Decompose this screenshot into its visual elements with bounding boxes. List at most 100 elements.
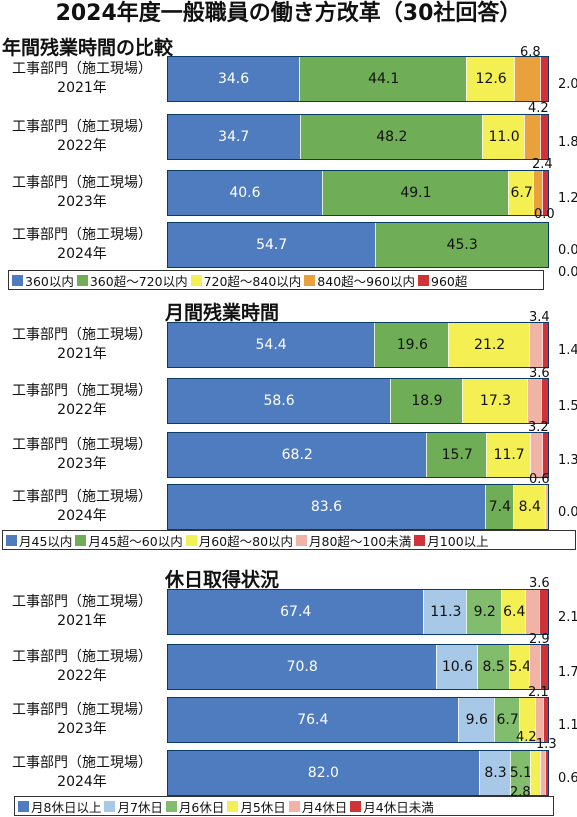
bar-value-label: 8.5 [482, 659, 505, 675]
legend-swatch [296, 534, 308, 546]
bar-segment: 11.3 [423, 590, 468, 634]
legend-swatch [104, 800, 116, 812]
bar-value-label: 1.7 [558, 665, 577, 680]
row-label-line: 工事部門（施工現場） [12, 175, 152, 191]
row-label: 工事部門（施工現場） 2021年 [0, 326, 164, 364]
bar-segment [519, 698, 537, 742]
legend-item: 月80超～100未満 [296, 531, 411, 550]
bar-segment [527, 379, 542, 423]
bar-value-label: 4.2 [516, 730, 537, 745]
legend-label: 360以内 [25, 273, 74, 289]
legend-label: 月7休日 [117, 799, 163, 815]
stacked-bar: 54.4 19.6 21.2 [167, 322, 549, 368]
bar-value-label: 5.4 [508, 659, 532, 675]
row-label-line: 工事部門（施工現場） [12, 489, 152, 505]
legend-item: 720超～840以内 [190, 271, 301, 290]
bar-segment: 15.7 [426, 433, 487, 477]
bar-segment [543, 698, 548, 742]
stacked-bar: 76.4 9.6 6.7 [167, 697, 549, 743]
row-label: 工事部門（施工現場） 2024年 [0, 226, 164, 264]
row-label-year: 2021年 [57, 613, 107, 629]
chart-legend: 360以内 360超～720以内 720超～840以内 840超～960以内 960超 [8, 270, 544, 290]
legend-swatch [185, 534, 197, 546]
bar-value-label: 0.0 [558, 265, 577, 280]
bar-value-label: 0.0 [534, 207, 555, 222]
row-label-line: 工事部門（施工現場） [12, 119, 152, 135]
bar-segment [542, 433, 548, 477]
bar-segment: 70.8 [168, 645, 437, 689]
row-label-line: 工事部門（施工現場） [12, 61, 152, 77]
bar-segment [533, 171, 544, 215]
bar-value-label: 83.6 [310, 499, 342, 515]
bar-value-label: 58.6 [263, 393, 295, 409]
row-label-year: 2024年 [57, 246, 107, 262]
row-label-line: 工事部門（施工現場） [12, 594, 152, 610]
bar-value-label: 6.4 [503, 604, 526, 620]
bar-segment: 17.3 [461, 379, 529, 423]
bar-segment: 5.4 [508, 645, 532, 689]
bar-segment [514, 57, 541, 101]
bar-segment: 67.4 [168, 590, 424, 634]
legend-label: 月4休日 [301, 799, 348, 815]
bar-value-label: 34.6 [217, 71, 250, 87]
bar-value-label: 19.6 [396, 337, 428, 353]
bar-segment: 45.3 [375, 223, 548, 267]
row-label-year: 2021年 [57, 346, 107, 362]
bar-value-label: 3.2 [528, 420, 549, 435]
bar-segment: 68.2 [168, 433, 427, 477]
bar-value-label: 1.1 [558, 718, 577, 733]
stacked-bar: 70.8 10.6 8.5 5.4 [167, 644, 549, 690]
bar-segment [540, 379, 548, 423]
bar-segment [523, 115, 541, 159]
bar-segment [544, 485, 548, 529]
chart-title: 休日取得状況 [165, 569, 280, 591]
bar-value-label: 68.2 [281, 447, 313, 463]
legend-item: 月60超～80以内 [185, 531, 293, 550]
legend-swatch [165, 800, 177, 812]
legend-item: 月100以上 [414, 531, 489, 550]
bar-segment: 9.2 [466, 590, 503, 634]
bar-value-label: 3.6 [529, 366, 550, 381]
bar-value-label: 54.4 [255, 337, 287, 353]
bar-segment: 18.9 [390, 379, 463, 423]
legend-swatch [227, 800, 239, 812]
bar-value-label: 7.4 [488, 499, 511, 515]
bar-segment: 83.6 [168, 485, 485, 529]
bar-value-label: 6.8 [520, 45, 541, 60]
legend-swatch [414, 534, 426, 546]
bar-value-label: 0.6 [529, 472, 550, 487]
legend-label: 960超 [431, 273, 468, 289]
bar-value-label: 9.2 [473, 604, 496, 620]
bar-value-label: 1.8 [558, 135, 577, 150]
bar-value-label: 17.3 [479, 393, 512, 409]
bar-segment [530, 433, 544, 477]
legend-item: 月4休日未満 [350, 797, 434, 816]
bar-value-label: 1.5 [558, 399, 577, 414]
bar-segment [542, 171, 548, 215]
bar-segment: 7.4 [484, 485, 514, 529]
legend-swatch [190, 274, 202, 286]
bar-value-label: 6.7 [496, 712, 519, 728]
bar-segment [535, 698, 545, 742]
row-label: 工事部門（施工現場） 2021年 [0, 593, 164, 631]
bar-segment [529, 751, 542, 795]
legend-label: 840超～960以内 [317, 273, 416, 289]
stacked-bar: 67.4 11.3 9.2 6.4 [167, 589, 549, 635]
bar-segment [540, 751, 547, 795]
row-label-year: 2024年 [57, 508, 107, 524]
bar-value-label: 2.1 [558, 610, 577, 625]
stacked-bar: 58.6 18.9 17.3 [167, 378, 549, 424]
bar-value-label: 45.3 [446, 237, 478, 253]
legend-item: 月45超～60以内 [75, 531, 183, 550]
row-label: 工事部門（施工現場） 2022年 [0, 382, 164, 420]
legend-label: 月45以内 [19, 533, 73, 549]
bar-segment: 5.1 [510, 751, 532, 795]
row-label-year: 2023年 [57, 194, 107, 210]
legend-swatch [288, 800, 300, 812]
bar-segment: 34.7 [168, 115, 300, 159]
bar-value-label: 2.0 [558, 77, 577, 92]
legend-swatch [76, 274, 88, 286]
legend-item: 月45以内 [6, 531, 72, 550]
row-label-line: 工事部門（施工現場） [12, 227, 152, 243]
bar-segment [541, 323, 548, 367]
